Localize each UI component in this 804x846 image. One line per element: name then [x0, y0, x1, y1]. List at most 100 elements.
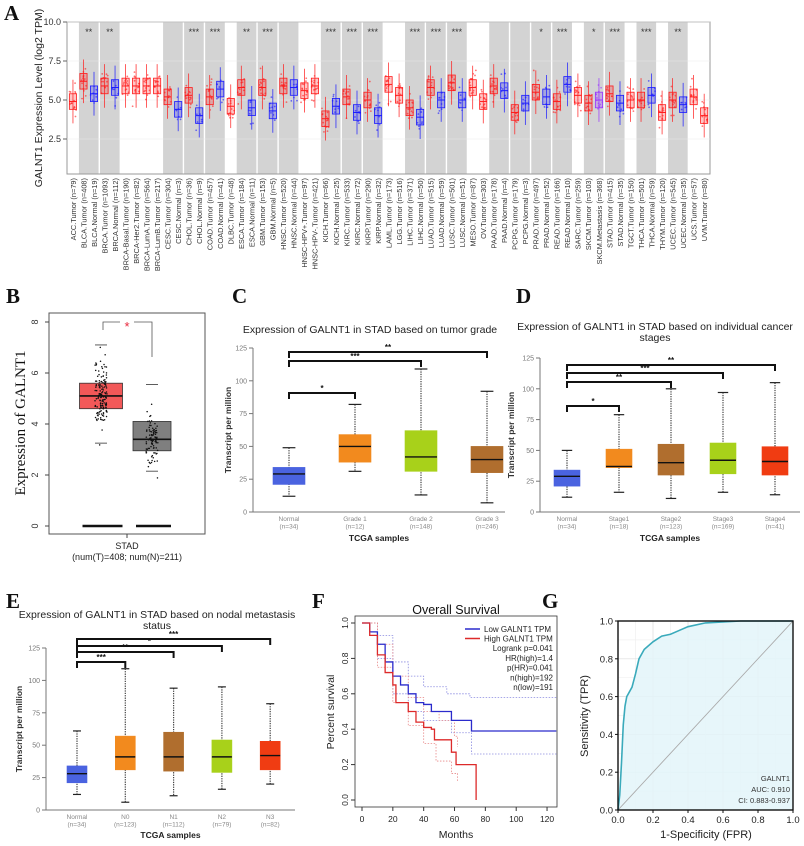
x-tick-label: LUAD.Normal (n=59)	[437, 178, 446, 247]
data-point	[154, 452, 156, 454]
data-point	[259, 88, 262, 91]
data-point	[211, 105, 214, 108]
x-tick-label: LAML.Tumor (n=173)	[384, 178, 393, 248]
y-tick-label: 0	[243, 510, 247, 517]
data-point	[305, 77, 308, 80]
significance-label: *	[539, 27, 543, 37]
data-point	[533, 88, 536, 91]
data-point	[568, 77, 570, 79]
y-tick-label: 0	[530, 510, 534, 517]
data-point	[589, 112, 592, 115]
data-point	[384, 84, 387, 87]
data-point	[102, 381, 104, 384]
data-point	[599, 103, 602, 106]
data-point	[102, 415, 105, 417]
data-point	[481, 106, 483, 109]
x-tick-label: ESCA.Tumor (n=184)	[237, 178, 246, 249]
data-point	[149, 430, 151, 433]
data-point	[342, 90, 345, 92]
data-point	[270, 96, 273, 99]
data-point	[673, 101, 676, 104]
y-tick-label: 75	[526, 417, 534, 424]
x-tick-label: KIRC.Normal (n=72)	[353, 178, 362, 245]
x-tick-label: BRCA-Basal.Tumor (n=190)	[121, 178, 130, 270]
data-point	[145, 448, 148, 450]
y-tick-label: 0.4	[600, 730, 613, 741]
y-tick-label: 0.2	[340, 758, 350, 770]
data-point	[189, 97, 192, 99]
data-point	[672, 114, 675, 117]
shaded-pair-band	[604, 22, 625, 174]
significance-label: ***	[350, 352, 360, 361]
x-tick-count: (n=12)	[346, 524, 365, 531]
data-point	[101, 72, 104, 75]
data-point	[210, 78, 213, 81]
data-point	[185, 84, 188, 87]
significance-label: ***	[346, 27, 357, 37]
data-point	[643, 88, 646, 90]
legend-label: Low GALNT1 TPM	[484, 625, 551, 634]
x-tick-label: N0	[121, 814, 130, 821]
data-point	[145, 442, 148, 445]
data-point	[459, 94, 462, 97]
data-point	[104, 392, 107, 395]
survival-statistic: HR(high)=1.4	[505, 654, 553, 663]
data-point	[438, 96, 440, 99]
data-point	[105, 374, 108, 376]
x-tick-label: STAD.Tumor (n=415)	[605, 178, 614, 248]
data-point	[154, 433, 157, 435]
data-point	[470, 92, 473, 95]
data-point	[143, 90, 146, 93]
data-point	[150, 420, 153, 422]
data-point	[300, 101, 302, 104]
data-point	[585, 98, 588, 101]
data-point	[145, 441, 148, 443]
data-point	[660, 95, 663, 97]
x-tick-label: N3	[266, 814, 275, 821]
data-point	[533, 86, 536, 88]
data-point	[489, 74, 492, 77]
x-tick-label: 0.8	[751, 815, 764, 826]
data-point	[321, 107, 323, 110]
data-point	[149, 422, 152, 424]
data-point	[431, 76, 434, 79]
shaded-pair-band	[489, 22, 509, 174]
data-point	[578, 84, 581, 87]
data-point	[100, 413, 103, 415]
data-point	[597, 107, 599, 110]
data-point	[105, 380, 107, 383]
data-point	[185, 97, 188, 99]
data-point	[453, 78, 456, 81]
y-tick-label: 75	[32, 710, 40, 717]
panel-label-e: E	[6, 589, 20, 613]
data-point	[469, 89, 472, 92]
data-point	[101, 429, 103, 431]
significance-bracket	[566, 405, 620, 412]
data-point	[70, 102, 73, 105]
data-point	[149, 462, 151, 465]
data-point	[569, 89, 571, 91]
data-point	[94, 364, 96, 366]
data-point	[469, 77, 472, 80]
shaded-pair-band	[552, 22, 572, 174]
data-point	[99, 390, 101, 392]
significance-label: ***	[189, 27, 200, 37]
significance-label: ***	[641, 27, 652, 37]
data-point	[206, 84, 208, 87]
data-point	[104, 382, 107, 384]
data-point	[125, 81, 128, 84]
data-point	[311, 83, 314, 86]
data-point	[155, 429, 158, 432]
x-tick-count: (n=34)	[280, 524, 299, 531]
y-tick-label: 0.4	[340, 723, 350, 735]
data-point	[168, 89, 171, 92]
y-tick-label: 6	[30, 370, 40, 375]
x-tick-count: (n=18)	[610, 524, 629, 531]
data-point	[607, 95, 609, 98]
chart-title: Expression of GALNT1 in STAD based on in…	[517, 321, 793, 333]
data-point	[102, 407, 104, 410]
shaded-pair-band	[510, 22, 530, 174]
confidence-band	[362, 622, 557, 698]
data-point	[83, 78, 86, 80]
